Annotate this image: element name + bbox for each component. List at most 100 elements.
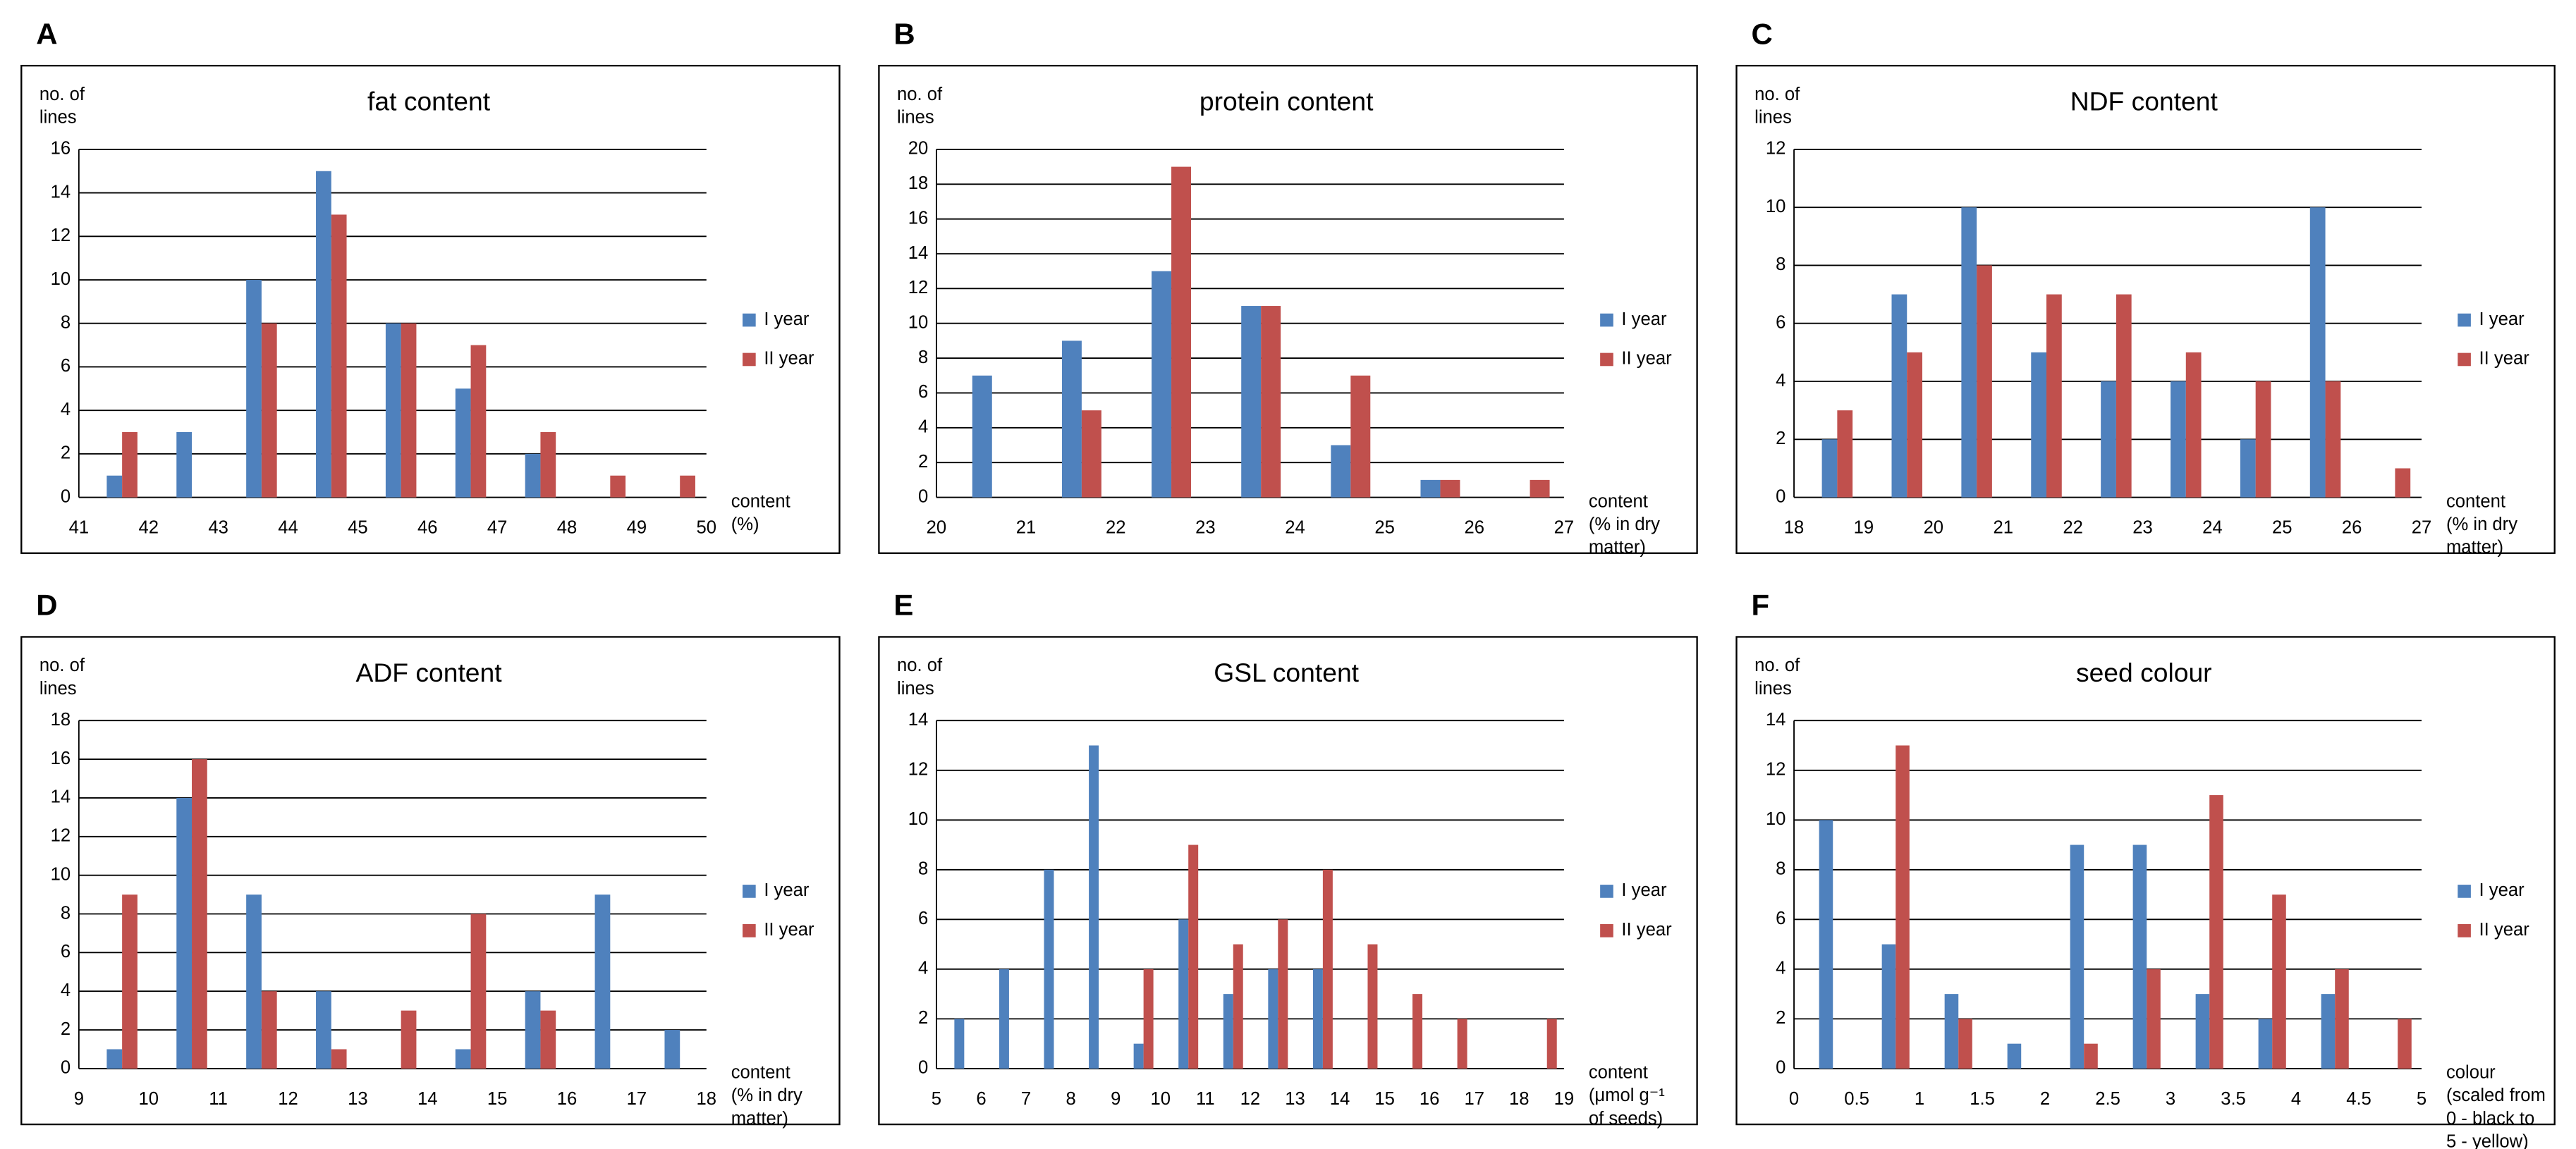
bar — [610, 475, 626, 498]
panel-frame — [20, 636, 841, 1126]
legend-label: I year — [1621, 309, 1667, 329]
panel-letter: D — [36, 589, 57, 622]
x-axis-label: content — [1589, 1063, 1648, 1083]
y-axis-label: lines — [897, 679, 934, 699]
bar — [2084, 1043, 2098, 1069]
bar — [540, 1010, 556, 1069]
y-tick-label: 0 — [918, 1058, 928, 1078]
x-tick-label: 17 — [627, 1089, 647, 1109]
bar — [1977, 265, 1992, 498]
bar — [1440, 479, 1460, 498]
y-tick-label: 4 — [1776, 959, 1786, 978]
x-tick-label: 12 — [278, 1089, 298, 1109]
bar — [525, 453, 541, 498]
bar — [1367, 944, 1378, 1069]
bar — [1233, 944, 1243, 1069]
x-tick-label: 3 — [2166, 1089, 2175, 1109]
y-tick-label: 14 — [908, 710, 929, 730]
bar — [1061, 340, 1082, 498]
y-tick-label: 10 — [1766, 197, 1786, 216]
x-tick-label: 10 — [138, 1089, 159, 1109]
bar — [2171, 381, 2186, 498]
bar — [999, 969, 1009, 1069]
x-tick-label: 24 — [1285, 518, 1305, 538]
bar — [1881, 944, 1896, 1069]
y-tick-label: 18 — [51, 710, 71, 730]
legend-label: II year — [764, 349, 814, 369]
y-tick-label: 8 — [918, 348, 928, 367]
x-tick-label: 0 — [1789, 1089, 1799, 1109]
x-axis-label: colour — [2446, 1063, 2496, 1083]
y-tick-label: 14 — [51, 787, 71, 807]
x-axis-label: (% in dry — [731, 1086, 802, 1105]
x-axis-label: content — [2446, 491, 2505, 511]
x-axis-label: matter) — [731, 1109, 788, 1129]
x-tick-label: 44 — [278, 518, 298, 538]
legend-label: II year — [1621, 920, 1672, 940]
panel-title: seed colour — [2076, 658, 2212, 687]
bar — [1896, 745, 1910, 1069]
bar — [316, 171, 331, 498]
y-axis-label: lines — [897, 107, 934, 127]
bar — [1143, 969, 1154, 1069]
x-tick-label: 1 — [1915, 1089, 1924, 1109]
x-tick-label: 23 — [2132, 518, 2153, 538]
y-tick-label: 12 — [51, 826, 71, 846]
bar — [2046, 294, 2062, 498]
x-tick-label: 47 — [487, 518, 508, 538]
y-tick-label: 10 — [1766, 809, 1786, 829]
bar — [1322, 869, 1333, 1069]
x-tick-label: 25 — [2272, 518, 2293, 538]
bar — [1457, 1019, 1467, 1069]
panel-frame — [1735, 64, 2556, 554]
legend-swatch — [743, 313, 756, 327]
bar — [525, 991, 541, 1069]
x-tick-label: 12 — [1240, 1089, 1261, 1109]
bar — [1081, 410, 1101, 498]
y-tick-label: 14 — [51, 182, 71, 202]
x-axis-label: of seeds) — [1589, 1109, 1663, 1129]
y-tick-label: 8 — [61, 903, 71, 923]
panel-letter: B — [893, 17, 915, 50]
bar — [1152, 271, 1172, 498]
y-tick-label: 10 — [908, 312, 929, 332]
x-tick-label: 4 — [2291, 1089, 2301, 1109]
y-tick-label: 16 — [51, 749, 71, 768]
y-axis-label: no. of — [39, 85, 85, 104]
x-axis-label: 5 - yellow) — [2446, 1131, 2529, 1149]
x-axis-label: (μmol g⁻¹ — [1589, 1086, 1665, 1105]
y-tick-label: 0 — [1776, 1058, 1786, 1078]
bar — [316, 991, 331, 1069]
bar — [455, 388, 471, 498]
x-tick-label: 24 — [2202, 518, 2223, 538]
x-tick-label: 43 — [208, 518, 228, 538]
y-tick-label: 20 — [908, 139, 929, 159]
bar — [2272, 895, 2286, 1069]
x-tick-label: 14 — [417, 1089, 438, 1109]
legend-label: II year — [764, 920, 814, 940]
y-tick-label: 6 — [918, 909, 928, 928]
y-tick-label: 12 — [51, 226, 71, 245]
x-tick-label: 19 — [1854, 518, 1874, 538]
y-tick-label: 6 — [918, 382, 928, 402]
x-tick-label: 4.5 — [2346, 1089, 2371, 1109]
y-axis-label: no. of — [39, 656, 85, 675]
bar — [664, 1030, 680, 1069]
bar — [2070, 844, 2084, 1069]
y-tick-label: 6 — [1776, 312, 1786, 332]
legend-label: I year — [764, 880, 810, 900]
x-tick-label: 22 — [1106, 518, 1126, 538]
legend-label: I year — [2479, 309, 2525, 329]
x-tick-label: 7 — [1021, 1089, 1031, 1109]
x-tick-label: 48 — [557, 518, 578, 538]
panel-title: fat content — [367, 87, 491, 116]
bar — [2398, 1019, 2412, 1069]
x-tick-label: 13 — [1285, 1089, 1305, 1109]
legend-swatch — [2458, 923, 2471, 938]
panel-title: GSL content — [1214, 658, 1359, 687]
x-tick-label: 18 — [1784, 518, 1805, 538]
bar — [1261, 306, 1281, 498]
panel-letter: E — [893, 589, 913, 622]
x-axis-label: (% in dry — [1589, 515, 1660, 534]
